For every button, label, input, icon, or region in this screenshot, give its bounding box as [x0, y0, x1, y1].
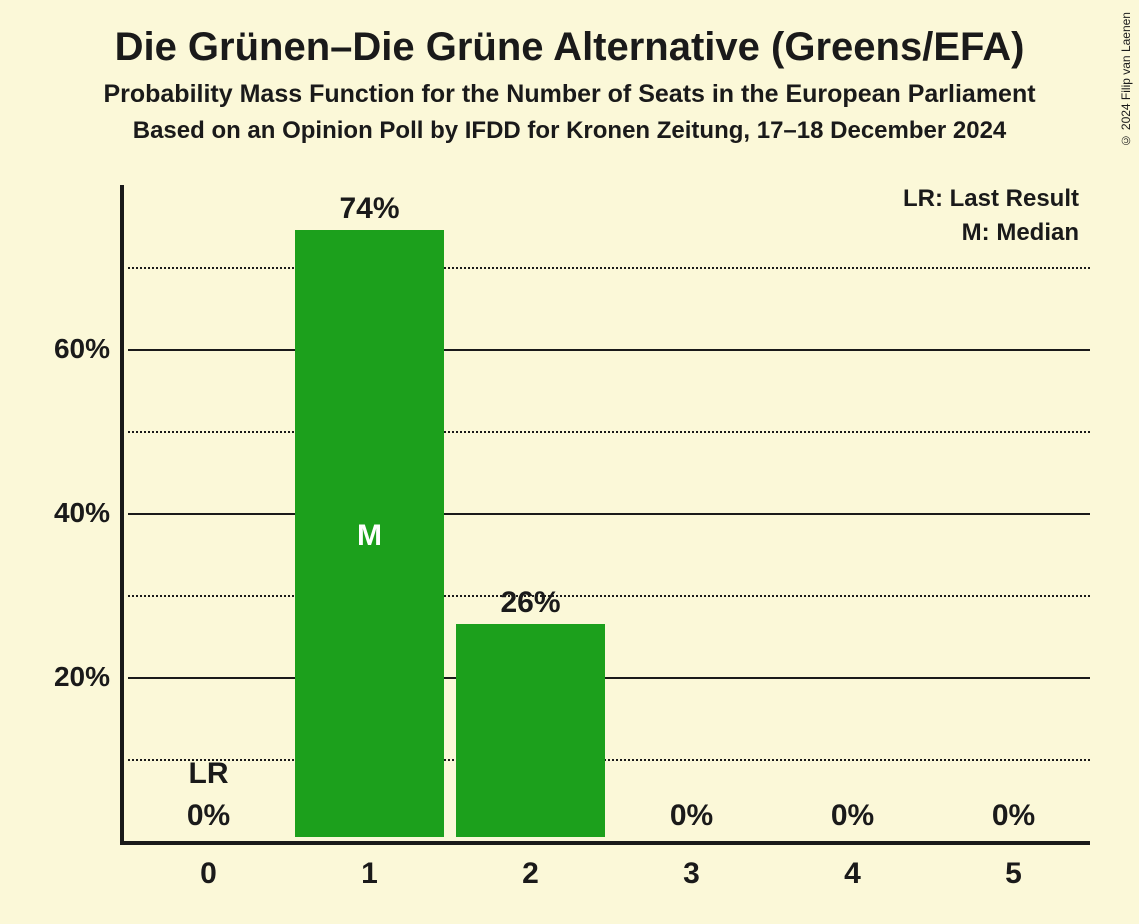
- bar-value-label: 0%: [831, 799, 874, 833]
- y-tick-label: 60%: [54, 333, 110, 365]
- bar: [456, 624, 604, 837]
- grid-minor: [128, 759, 1090, 761]
- y-tick-label: 20%: [54, 661, 110, 693]
- bar-value-label: 74%: [339, 192, 399, 226]
- copyright: © 2024 Filip van Laenen: [1119, 12, 1133, 147]
- chart-subtitle-2: Based on an Opinion Poll by IFDD for Kro…: [40, 117, 1099, 145]
- chart-title: Die Grünen–Die Grüne Alternative (Greens…: [40, 25, 1099, 70]
- grid-minor: [128, 267, 1090, 269]
- x-tick-label: 0: [200, 857, 217, 891]
- lr-annotation: LR: [189, 757, 229, 791]
- x-tick-label: 4: [844, 857, 861, 891]
- bar-value-label: 0%: [992, 799, 1035, 833]
- x-tick-label: 1: [361, 857, 378, 891]
- chart: 20%40%60%0%LR074%M126%20%30%40%5: [120, 185, 1090, 845]
- x-tick-label: 5: [1005, 857, 1022, 891]
- chart-subtitle-1: Probability Mass Function for the Number…: [40, 80, 1099, 109]
- y-tick-label: 40%: [54, 497, 110, 529]
- bar-value-label: 0%: [187, 799, 230, 833]
- grid-major: [128, 349, 1090, 351]
- grid-major: [128, 677, 1090, 679]
- grid-major: [128, 513, 1090, 515]
- x-tick-label: 3: [683, 857, 700, 891]
- plot-region: 20%40%60%0%LR074%M126%20%30%40%5: [120, 185, 1090, 845]
- bar-value-label: 26%: [500, 586, 560, 620]
- grid-minor: [128, 431, 1090, 433]
- x-tick-label: 2: [522, 857, 539, 891]
- grid-minor: [128, 595, 1090, 597]
- bar-value-label: 0%: [670, 799, 713, 833]
- median-annotation: M: [357, 519, 382, 553]
